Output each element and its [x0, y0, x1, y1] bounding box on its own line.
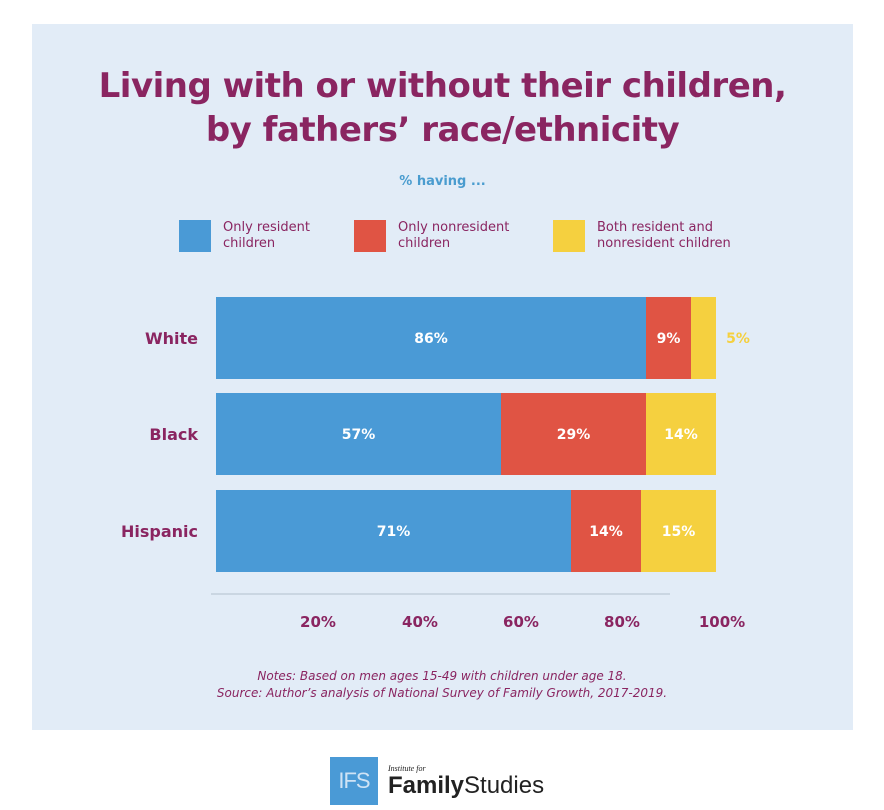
category-label-white: White: [145, 329, 198, 348]
legend-item-nonresident: Only nonresident children: [354, 220, 509, 252]
logo-box: IFS: [330, 757, 378, 805]
data-label-black-1: 29%: [557, 427, 591, 443]
data-label-white-1: 9%: [657, 331, 681, 347]
data-label-black-2: 14%: [664, 427, 698, 443]
chart-panel: Living with or without their children, b…: [32, 24, 853, 730]
legend-swatch-nonresident: [354, 220, 386, 252]
title-line-1: Living with or without their children,: [98, 66, 787, 106]
title-line-2: by fathers’ race/ethnicity: [205, 110, 680, 150]
legend-item-both: Both resident and nonresident children: [553, 220, 731, 252]
logo-regular-word: Studies: [464, 771, 545, 799]
legend-swatch-both: [553, 220, 585, 252]
x-tick-label: 20%: [300, 613, 336, 631]
x-tick-label: 40%: [402, 613, 438, 631]
legend-label-line: children: [398, 236, 451, 251]
data-label-white-0: 86%: [414, 331, 448, 347]
logo-bold-word: Family: [388, 771, 465, 799]
bar-segment-black-1: [501, 393, 646, 475]
legend-label-nonresident: Only nonresident children: [398, 220, 509, 252]
logo-small-text: Institute for: [388, 763, 426, 773]
x-tick-label: 60%: [503, 613, 539, 631]
legend-label-line: Only nonresident: [398, 220, 510, 235]
legend-label-line: children: [223, 236, 276, 251]
bar-segment-white-1: [646, 297, 691, 379]
bar-segment-white-0: [216, 297, 646, 379]
logo-text: Institute for FamilyStudies: [388, 764, 544, 799]
category-label-hispanic: Hispanic: [121, 522, 198, 541]
data-label-hispanic-2: 15%: [662, 524, 696, 540]
bar-segment-white-2: [691, 297, 716, 379]
chart-source: Source: Author’s analysis of National Su…: [217, 686, 667, 700]
data-label-hispanic-0: 71%: [377, 524, 411, 540]
chart-notes: Notes: Based on men ages 15-49 with chil…: [257, 669, 626, 683]
legend-item-resident: Only resident children: [179, 220, 310, 252]
legend-swatch-resident: [179, 220, 211, 252]
chart-title: Living with or without their children, b…: [32, 64, 853, 152]
legend-label-both: Both resident and nonresident children: [597, 220, 731, 252]
ifs-logo: IFS Institute for FamilyStudies: [330, 757, 544, 805]
bar-segment-hispanic-1: [571, 490, 641, 572]
legend-label-line: Both resident and: [597, 220, 713, 235]
x-tick-label: 100%: [699, 613, 745, 631]
x-tick-label: 80%: [604, 613, 640, 631]
bar-segment-black-2: [646, 393, 716, 475]
legend-label-line: nonresident children: [597, 236, 731, 251]
chart-subtitle: % having ...: [399, 174, 486, 189]
bar-segment-hispanic-2: [641, 490, 716, 572]
category-label-black: Black: [149, 425, 198, 444]
logo-big-text: FamilyStudies: [388, 771, 545, 799]
data-label-hispanic-1: 14%: [589, 524, 623, 540]
data-label-black-0: 57%: [342, 427, 376, 443]
legend-label-line: Only resident: [223, 220, 310, 235]
bar-segment-black-0: [216, 393, 501, 475]
bar-segment-hispanic-0: [216, 490, 571, 572]
data-label-white-2: 5%: [726, 331, 750, 347]
legend-label-resident: Only resident children: [223, 220, 310, 252]
